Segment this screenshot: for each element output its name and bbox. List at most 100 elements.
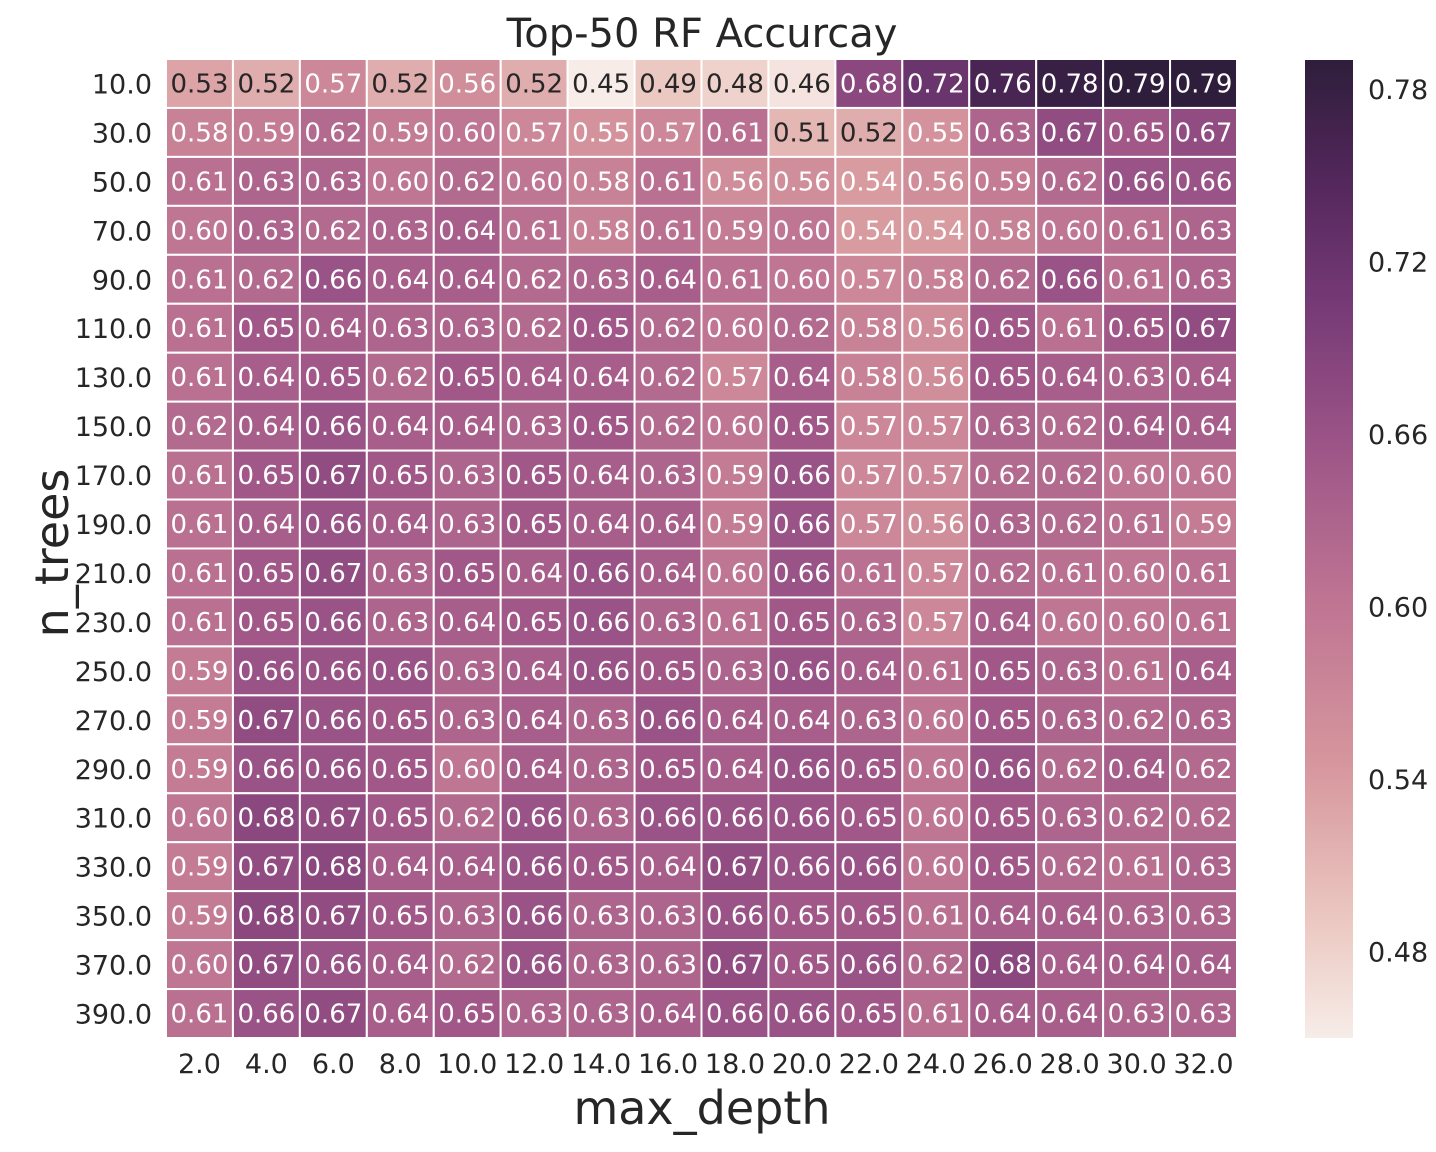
cell-value-label: 0.59 <box>171 657 229 687</box>
x-tick-label: 8.0 <box>379 1049 422 1080</box>
cell-value-label: 0.58 <box>907 265 965 295</box>
y-axis-label: n_trees <box>25 469 79 638</box>
cell-value-label: 0.63 <box>840 706 898 736</box>
heatmap-cell <box>298 939 368 991</box>
cell-value-label: 0.64 <box>371 265 429 295</box>
cell-value-label: 0.79 <box>1108 69 1166 99</box>
cell-value-label: 0.67 <box>706 951 764 981</box>
cell-value-label: 0.63 <box>438 461 496 491</box>
colorbar <box>1305 60 1353 1038</box>
heatmap-cell <box>231 351 301 403</box>
cell-value-label: 0.57 <box>505 118 563 148</box>
heatmap-cell <box>767 792 837 844</box>
heatmap-cell <box>165 302 234 354</box>
colorbar-tick-label: 0.48 <box>1368 938 1428 969</box>
heatmap-cell <box>231 547 301 599</box>
cell-value-label: 0.61 <box>706 118 764 148</box>
y-tick-label: 270.0 <box>75 706 152 737</box>
cell-value-label: 0.67 <box>304 461 362 491</box>
cell-value-label: 0.64 <box>572 461 630 491</box>
cell-value-label: 0.56 <box>907 314 965 344</box>
cell-value-label: 0.66 <box>304 706 362 736</box>
heatmap-cell <box>499 204 569 256</box>
cell-value-label: 0.67 <box>706 853 764 883</box>
heatmap-cell <box>834 106 904 158</box>
cell-value-label: 0.64 <box>438 216 496 246</box>
cell-value-label: 0.65 <box>237 461 295 491</box>
cell-value-label: 0.63 <box>1108 902 1166 932</box>
heatmap-cell <box>834 988 904 1039</box>
heatmap-cell <box>499 498 569 550</box>
cell-value-label: 0.64 <box>639 265 697 295</box>
y-tick-label: 150.0 <box>75 412 152 443</box>
cell-value-label: 0.60 <box>1108 461 1166 491</box>
heatmap-cell <box>901 890 971 942</box>
cell-value-label: 0.46 <box>773 69 831 99</box>
cell-value-label: 0.56 <box>907 363 965 393</box>
heatmap-cell <box>901 596 971 648</box>
cell-value-label: 0.64 <box>1175 657 1233 687</box>
y-tick-labels: 10.0 30.0 50.0 70.0 90.0 110.0 130.0 150.0 170.0… <box>75 69 152 1030</box>
heatmap-cell <box>1102 106 1172 158</box>
cell-value-label: 0.61 <box>171 314 229 344</box>
heatmap-cell <box>767 155 837 207</box>
cell-value-label: 0.59 <box>171 755 229 785</box>
cell-value-label: 0.64 <box>371 853 429 883</box>
cell-value-label: 0.61 <box>171 461 229 491</box>
cell-value-label: 0.52 <box>505 69 563 99</box>
cell-value-label: 0.60 <box>371 167 429 197</box>
heatmap-cell <box>1102 939 1172 991</box>
heatmap-cell <box>700 939 770 991</box>
heatmap-cell <box>231 988 301 1039</box>
cell-value-label: 0.62 <box>304 216 362 246</box>
cell-value-label: 0.63 <box>371 559 429 589</box>
cell-value-label: 0.64 <box>505 755 563 785</box>
heatmap-cell <box>231 743 301 795</box>
heatmap-cell <box>968 547 1038 599</box>
cell-value-label: 0.65 <box>974 804 1032 834</box>
cell-value-label: 0.64 <box>639 1000 697 1030</box>
cell-value-label: 0.61 <box>907 657 965 687</box>
cell-value-label: 0.65 <box>438 559 496 589</box>
cell-value-label: 0.61 <box>706 608 764 638</box>
cell-value-label: 0.59 <box>171 853 229 883</box>
cell-value-label: 0.64 <box>974 902 1032 932</box>
cell-value-label: 0.60 <box>907 804 965 834</box>
heatmap-cell <box>834 743 904 795</box>
cell-value-label: 0.61 <box>1108 216 1166 246</box>
cell-value-label: 0.63 <box>572 265 630 295</box>
cell-value-label: 0.49 <box>639 69 697 99</box>
y-tick-label: 350.0 <box>75 902 152 933</box>
heatmap-cell <box>298 645 368 697</box>
colorbar-tick-label: 0.78 <box>1368 75 1428 106</box>
cell-value-label: 0.64 <box>371 951 429 981</box>
cell-value-label: 0.63 <box>639 608 697 638</box>
heatmap-cell <box>1102 988 1172 1039</box>
cell-value-label: 0.63 <box>505 1000 563 1030</box>
heatmap-cell <box>968 743 1038 795</box>
cell-value-label: 0.61 <box>639 167 697 197</box>
cell-value-label: 0.64 <box>1108 951 1166 981</box>
cell-value-label: 0.66 <box>304 265 362 295</box>
cell-value-label: 0.66 <box>840 951 898 981</box>
heatmap-cell <box>767 988 837 1039</box>
cell-value-label: 0.63 <box>1108 363 1166 393</box>
heatmap-cell <box>901 988 971 1039</box>
cell-value-label: 0.63 <box>438 706 496 736</box>
cell-value-label: 0.61 <box>171 265 229 295</box>
heatmap-cell <box>165 106 234 158</box>
heatmap-cell <box>499 58 569 109</box>
heatmap-cell <box>1102 400 1172 452</box>
cell-value-label: 0.62 <box>639 363 697 393</box>
cell-value-label: 0.66 <box>505 902 563 932</box>
heatmap-cell <box>231 841 301 893</box>
heatmap-cell <box>566 645 636 697</box>
heatmap-cell <box>1035 58 1105 109</box>
heatmap-cell <box>365 988 435 1039</box>
cell-value-label: 0.64 <box>1041 1000 1099 1030</box>
heatmap-cell <box>298 204 368 256</box>
cell-value-label: 0.65 <box>237 314 295 344</box>
y-tick-label: 130.0 <box>75 363 152 394</box>
cell-value-label: 0.62 <box>1108 804 1166 834</box>
cell-value-label: 0.64 <box>1175 363 1233 393</box>
